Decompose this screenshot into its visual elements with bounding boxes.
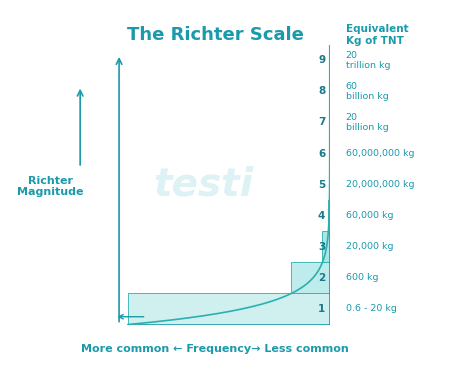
Text: 1: 1 <box>318 304 325 314</box>
Text: 6: 6 <box>318 148 325 159</box>
Bar <box>328 200 330 231</box>
Text: 60,000,000 kg: 60,000,000 kg <box>346 149 414 158</box>
Text: 60,000 kg: 60,000 kg <box>346 211 393 220</box>
Bar <box>322 231 330 262</box>
Text: 3: 3 <box>318 242 325 252</box>
Text: 7: 7 <box>318 117 325 128</box>
Text: The Richter Scale: The Richter Scale <box>127 26 304 44</box>
Text: 600 kg: 600 kg <box>346 273 378 282</box>
Text: Richter
Magnitude: Richter Magnitude <box>17 176 84 197</box>
Text: testi: testi <box>154 166 254 204</box>
Text: 0.6 - 20 kg: 0.6 - 20 kg <box>346 304 397 313</box>
Text: More common ← Frequency→ Less common: More common ← Frequency→ Less common <box>82 344 349 354</box>
Text: 8: 8 <box>318 87 325 96</box>
Text: 20,000,000 kg: 20,000,000 kg <box>346 180 414 189</box>
Text: 20
billion kg: 20 billion kg <box>346 113 388 132</box>
Text: 2: 2 <box>318 273 325 283</box>
Text: 60
billion kg: 60 billion kg <box>346 82 388 101</box>
Bar <box>128 294 330 325</box>
Text: 20
trillion kg: 20 trillion kg <box>346 51 390 70</box>
Text: Equivalent
Kg of TNT: Equivalent Kg of TNT <box>346 24 409 46</box>
Text: 4: 4 <box>318 211 325 221</box>
Bar <box>291 262 330 294</box>
Text: 5: 5 <box>318 180 325 189</box>
Text: 20,000 kg: 20,000 kg <box>346 242 393 251</box>
Text: 9: 9 <box>318 55 325 65</box>
